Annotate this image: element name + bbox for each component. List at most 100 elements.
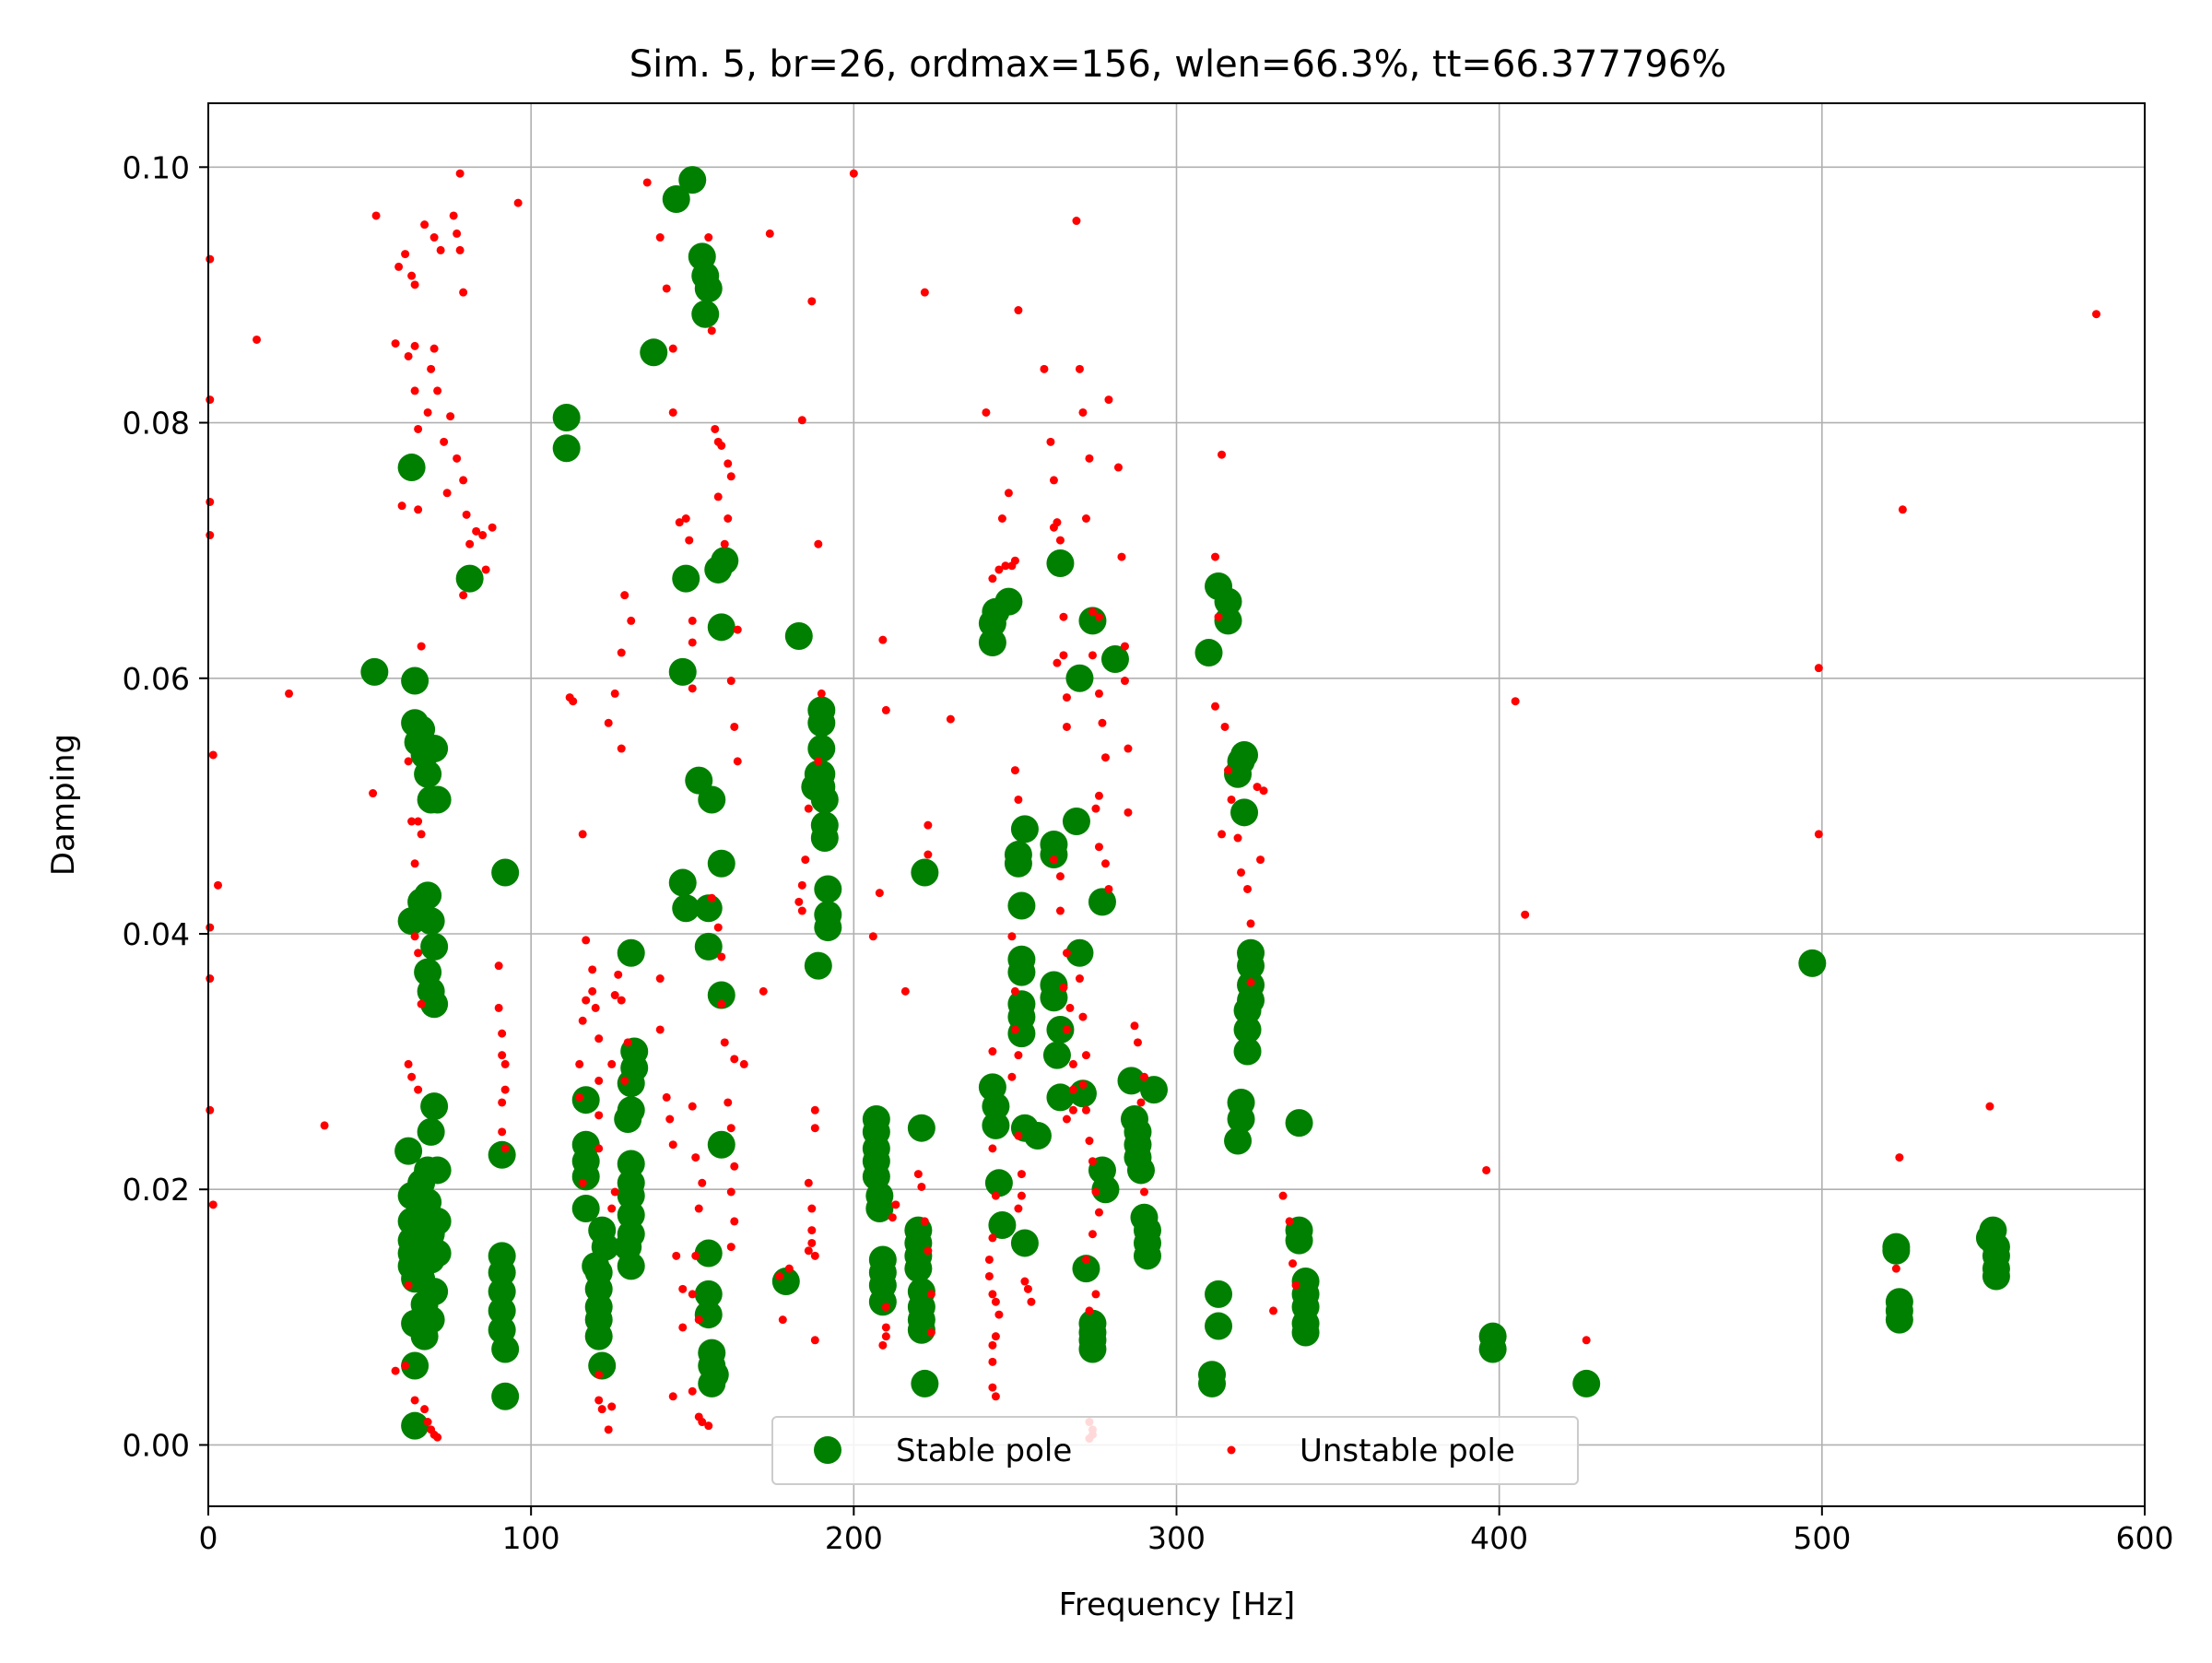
unstable-pole-point — [1049, 855, 1058, 865]
stable-pole-point — [488, 1140, 516, 1169]
unstable-pole-point — [875, 889, 884, 898]
stable-pole-point — [1227, 1104, 1255, 1133]
unstable-pole-point — [1068, 1085, 1077, 1094]
unstable-pole-point — [988, 1290, 997, 1299]
stable-pole-point — [491, 858, 520, 887]
stable-pole-point — [1117, 1067, 1146, 1095]
unstable-pole-point — [726, 472, 735, 481]
stable-pole-point — [1023, 1122, 1052, 1150]
stable-pole-point — [994, 587, 1023, 616]
stable-pole-point — [1198, 1369, 1227, 1398]
unstable-pole-point — [881, 1303, 890, 1312]
unstable-pole-point — [1075, 974, 1084, 984]
unstable-pole-point — [1059, 651, 1068, 660]
unstable-pole-point — [1075, 364, 1084, 373]
unstable-pole-point — [1088, 651, 1097, 660]
x-tick-label: 400 — [1470, 1520, 1528, 1556]
stable-pole-point — [1291, 1318, 1320, 1347]
unstable-pole-point — [371, 211, 381, 220]
stable-pole-point — [423, 1156, 452, 1185]
unstable-pole-point — [478, 531, 488, 540]
unstable-pole-point — [662, 1092, 671, 1102]
unstable-pole-point — [688, 1386, 697, 1396]
unstable-pole-point — [1078, 1012, 1088, 1021]
unstable-pole-point — [206, 395, 215, 405]
unstable-pole-point — [369, 789, 378, 798]
unstable-pole-point — [575, 1059, 584, 1068]
unstable-pole-point — [668, 1140, 677, 1150]
unstable-pole-point — [688, 616, 697, 625]
unstable-pole-point — [1288, 1259, 1298, 1268]
unstable-pole-point — [500, 1059, 510, 1068]
unstable-pole-point — [1049, 476, 1058, 485]
unstable-pole-point — [665, 1115, 675, 1124]
unstable-pole-point — [1081, 514, 1090, 524]
stable-pole-point — [423, 1239, 452, 1268]
unstable-pole-point — [1081, 1105, 1090, 1115]
unstable-pole-point — [1220, 722, 1230, 731]
stable-pole-point — [1040, 984, 1068, 1012]
unstable-pole-point — [446, 412, 455, 421]
stable-pole-point — [1572, 1369, 1601, 1398]
unstable-pole-point — [988, 1340, 997, 1350]
stable-pole-point — [423, 1207, 452, 1235]
unstable-pole-point — [423, 407, 432, 417]
unstable-pole-point — [1133, 1038, 1142, 1047]
unstable-pole-point — [417, 830, 426, 839]
stable-pole-point — [1046, 1083, 1075, 1112]
unstable-pole-point — [730, 1055, 739, 1064]
stable-pole-point — [1233, 1037, 1262, 1066]
unstable-pole-point — [688, 684, 697, 693]
unstable-pole-point — [1104, 884, 1113, 893]
unstable-pole-point — [498, 1029, 507, 1038]
unstable-pole-point — [994, 1310, 1004, 1319]
stable-pole-point — [707, 849, 735, 878]
unstable-pole-point — [488, 523, 497, 532]
stable-pole-point — [807, 709, 836, 737]
stable-pole-point — [984, 1169, 1013, 1197]
unstable-pole-point — [891, 1200, 900, 1209]
stable-pole-point — [491, 1335, 520, 1363]
stable-pole-point — [488, 1296, 516, 1325]
unstable-pole-point — [691, 1153, 700, 1162]
unstable-pole-point — [726, 1243, 735, 1252]
unstable-pole-point — [594, 1144, 604, 1153]
unstable-pole-point — [407, 271, 417, 280]
unstable-pole-point — [804, 804, 813, 813]
stable-pole-point — [662, 184, 690, 213]
unstable-pole-point — [924, 1246, 933, 1256]
stable-pole-point — [668, 657, 697, 686]
unstable-pole-point — [397, 501, 406, 511]
unstable-pole-point — [797, 880, 806, 890]
unstable-pole-point — [881, 1323, 890, 1332]
unstable-pole-point — [924, 820, 933, 830]
unstable-pole-point — [1010, 556, 1019, 565]
stable-pole-point — [694, 1280, 723, 1308]
unstable-pole-point — [888, 1213, 897, 1222]
unstable-pole-point — [459, 288, 468, 297]
stable-pole-point — [807, 735, 836, 763]
unstable-pole-point — [1053, 658, 1062, 667]
unstable-pole-point — [429, 233, 439, 242]
unstable-pole-point — [717, 441, 726, 450]
unstable-pole-point — [688, 1102, 697, 1111]
unstable-pole-point — [675, 518, 684, 527]
stable-pole-point — [1065, 664, 1094, 692]
unstable-pole-point — [1124, 744, 1133, 753]
unstable-pole-point — [678, 1284, 688, 1293]
unstable-pole-point — [920, 1217, 929, 1226]
stable-pole-point — [552, 434, 581, 463]
unstable-pole-point — [707, 326, 716, 336]
unstable-pole-point — [1014, 1131, 1023, 1140]
unstable-pole-point — [694, 1315, 703, 1325]
unstable-pole-point — [206, 923, 215, 932]
stable-pole-point — [617, 1200, 645, 1229]
unstable-pole-point — [591, 1003, 600, 1012]
unstable-pole-point — [1065, 1003, 1075, 1012]
unstable-pole-point — [607, 1402, 617, 1411]
unstable-pole-point — [1218, 830, 1227, 839]
stable-pole-point — [1285, 1109, 1313, 1138]
stable-pole-point — [911, 858, 939, 887]
unstable-pole-point — [982, 407, 991, 417]
stable-pole-point — [417, 1305, 445, 1334]
